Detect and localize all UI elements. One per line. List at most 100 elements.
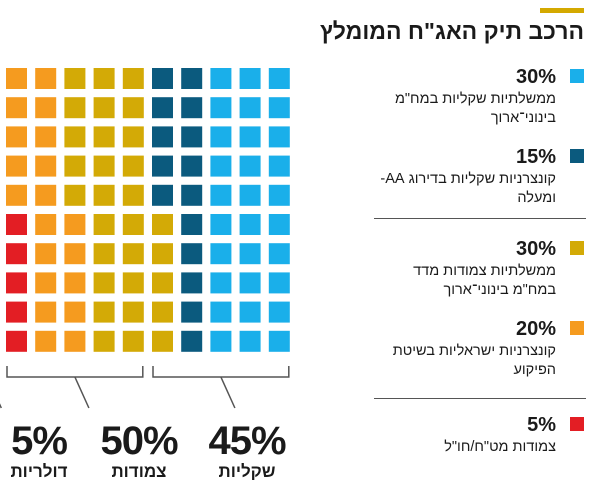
legend-swatch xyxy=(570,241,584,255)
waffle-cell xyxy=(64,97,86,119)
group-total-label: שקליות xyxy=(218,462,276,481)
waffle-cell xyxy=(210,184,232,206)
waffle-cell xyxy=(152,184,173,206)
waffle-cell xyxy=(6,243,27,265)
waffle-cell xyxy=(93,184,115,206)
waffle-cell xyxy=(122,330,144,352)
waffle-cell xyxy=(35,214,57,235)
waffle-cell xyxy=(268,243,290,265)
waffle-cell xyxy=(210,243,232,265)
waffle-cell xyxy=(210,214,232,235)
waffle-cell xyxy=(35,272,57,294)
legend-percent: 15% xyxy=(515,146,556,168)
waffle-cell xyxy=(239,243,261,265)
waffle-cell xyxy=(239,272,261,294)
waffle-cell xyxy=(35,330,57,352)
waffle-cell xyxy=(181,68,203,89)
waffle-cell xyxy=(122,184,144,206)
waffle-cell xyxy=(268,184,290,206)
waffle-cell xyxy=(64,272,86,294)
waffle-cell xyxy=(239,214,261,235)
waffle-cell xyxy=(6,330,27,352)
waffle-cell xyxy=(152,243,173,265)
waffle-cell xyxy=(6,214,27,235)
group-brackets xyxy=(0,366,290,409)
waffle-cell xyxy=(122,301,144,323)
waffle-cell xyxy=(268,272,290,294)
waffle-cell xyxy=(152,155,173,177)
waffle-cell xyxy=(93,214,115,235)
waffle-cell xyxy=(122,272,144,294)
waffle-cell xyxy=(35,97,57,119)
waffle-cell xyxy=(35,243,57,265)
waffle-cell xyxy=(210,272,232,294)
waffle-cell xyxy=(181,97,203,119)
group-total-value: 5% xyxy=(11,419,68,463)
waffle-cell xyxy=(210,97,232,119)
waffle-cell xyxy=(35,126,57,148)
waffle-cell xyxy=(268,301,290,323)
group-connector xyxy=(74,376,90,409)
waffle-cell xyxy=(181,301,203,323)
group-connector xyxy=(220,376,236,409)
legend-divider xyxy=(374,398,586,399)
waffle-cell xyxy=(93,272,115,294)
waffle-cell xyxy=(93,243,115,265)
group-total-label: צמודות xyxy=(111,462,167,481)
waffle-cell xyxy=(93,126,115,148)
waffle-cell xyxy=(152,272,173,294)
waffle-cell xyxy=(64,301,86,323)
waffle-cell xyxy=(122,214,144,235)
legend-label: ממשלתיות צמודות מדד במח"מ בינוני־ארוך xyxy=(413,263,556,298)
waffle-cell xyxy=(122,68,144,89)
legend-percent: 5% xyxy=(527,414,556,436)
waffle-cell xyxy=(152,330,173,352)
waffle-cell xyxy=(6,126,27,148)
waffle-cell xyxy=(93,155,115,177)
waffle-cell xyxy=(6,97,27,119)
waffle-cell xyxy=(210,330,232,352)
waffle-cell xyxy=(152,214,173,235)
waffle-cell xyxy=(93,330,115,352)
waffle-cell xyxy=(152,68,173,89)
waffle-cell xyxy=(152,301,173,323)
waffle-cell xyxy=(64,68,86,89)
waffle-cell xyxy=(35,301,57,323)
waffle-cell xyxy=(181,330,203,352)
waffle-cell xyxy=(181,243,203,265)
waffle-cell xyxy=(268,68,290,89)
waffle-cell xyxy=(152,126,173,148)
legend-percent: 30% xyxy=(515,66,556,88)
waffle-cell xyxy=(93,68,115,89)
legend-swatch xyxy=(570,321,584,335)
waffle-cell xyxy=(239,68,261,89)
waffle-cell xyxy=(239,155,261,177)
waffle-cell xyxy=(35,184,57,206)
legend-swatch xyxy=(570,69,584,83)
waffle-cell xyxy=(6,301,27,323)
waffle-cell xyxy=(64,243,86,265)
waffle-cell xyxy=(64,155,86,177)
waffle-cell xyxy=(122,126,144,148)
page-title: הרכב תיק האג"ח המומלץ xyxy=(320,18,584,44)
waffle-cell xyxy=(268,97,290,119)
waffle-cell xyxy=(210,301,232,323)
waffle-cell xyxy=(181,184,203,206)
legend-label: צמודות מט"ח/חו"ל xyxy=(444,439,556,455)
waffle-cell xyxy=(6,68,27,89)
waffle-cell xyxy=(210,155,232,177)
waffle-cell xyxy=(239,97,261,119)
waffle-cell xyxy=(210,68,232,89)
waffle-cell xyxy=(239,301,261,323)
waffle-cell xyxy=(268,330,290,352)
legend-divider xyxy=(374,218,586,219)
waffle-chart xyxy=(6,68,290,352)
waffle-cell xyxy=(93,301,115,323)
waffle-cell xyxy=(35,155,57,177)
waffle-cell xyxy=(152,97,173,119)
waffle-cell xyxy=(122,97,144,119)
waffle-cell xyxy=(268,214,290,235)
legend-label: ממשלתיות שקליות במח"מ בינוני־ארוך xyxy=(394,91,556,126)
group-bracket xyxy=(6,366,144,378)
waffle-cell xyxy=(181,155,203,177)
